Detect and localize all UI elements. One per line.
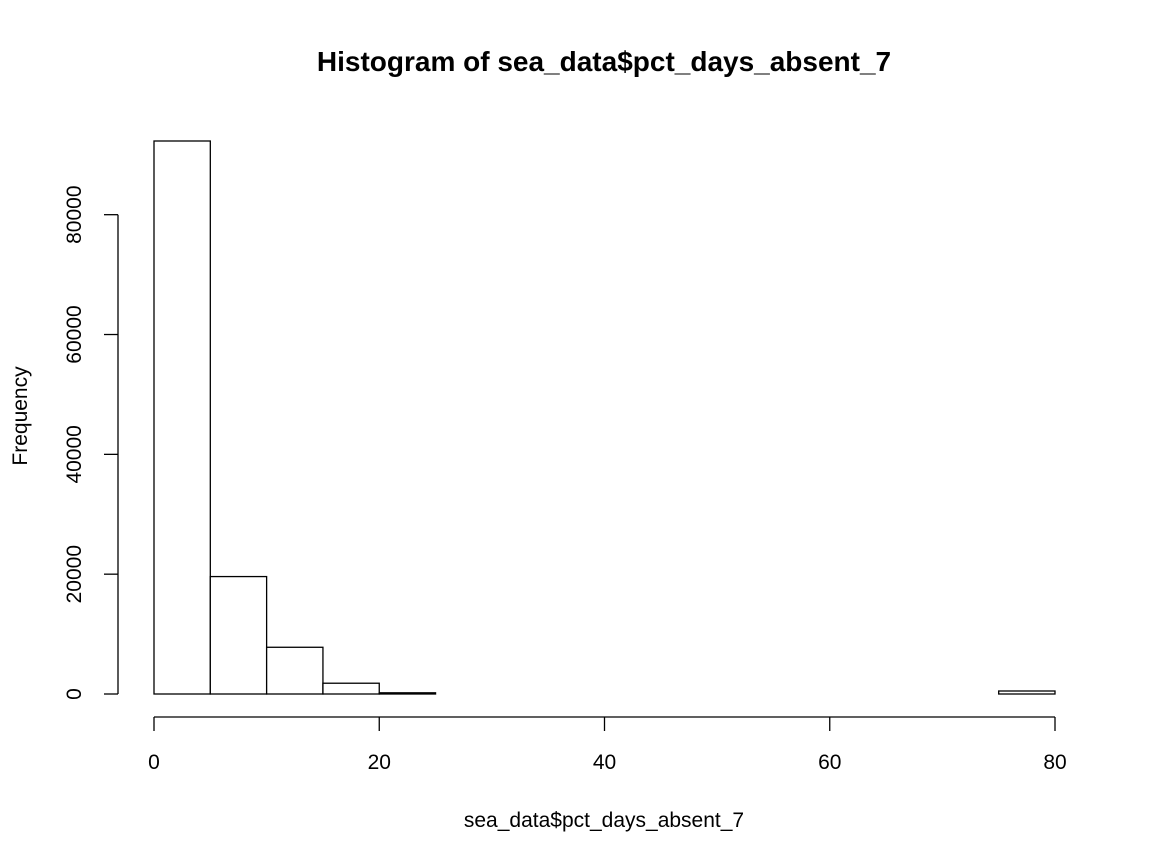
x-tick-label: 80 — [1043, 751, 1066, 774]
y-tick-label: 80000 — [63, 185, 86, 243]
chart-title: Histogram of sea_data$pct_days_absent_7 — [317, 46, 891, 77]
y-tick-label: 20000 — [63, 545, 86, 603]
x-tick-label: 0 — [148, 751, 160, 774]
y-axis: 0 20000 40000 60000 80000 — [63, 185, 119, 700]
x-tick-label: 20 — [368, 751, 391, 774]
x-tick-label: 40 — [593, 751, 616, 774]
histogram-bar — [209, 575, 268, 695]
x-axis: 0 20 40 60 80 — [148, 716, 1067, 774]
histogram-bar — [998, 690, 1056, 695]
y-tick-label: 0 — [63, 688, 86, 700]
histogram-bar — [378, 692, 437, 695]
histogram-bar — [322, 682, 380, 695]
y-axis-label: Frequency — [9, 366, 32, 466]
histogram-bar — [153, 140, 211, 695]
x-axis-label: sea_data$pct_days_absent_7 — [464, 809, 744, 832]
x-tick-label: 60 — [818, 751, 841, 774]
histogram-bars — [153, 140, 1056, 695]
histogram-bar — [265, 646, 324, 695]
y-tick-label: 40000 — [63, 425, 86, 483]
y-tick-label: 60000 — [63, 305, 86, 363]
